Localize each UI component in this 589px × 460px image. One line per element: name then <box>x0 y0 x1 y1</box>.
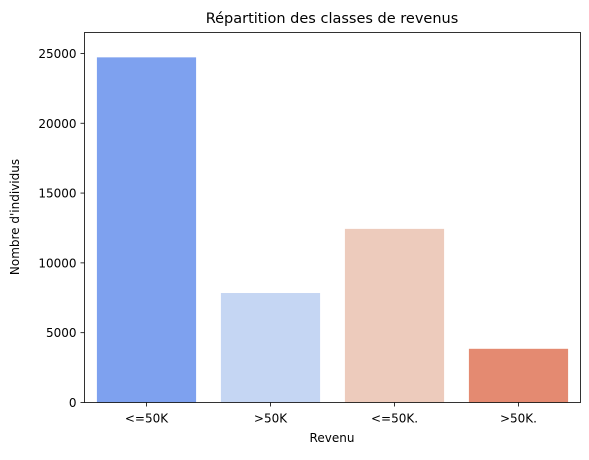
y-axis-label: Nombre d'individus <box>8 159 22 275</box>
y-tick-label: 15000 <box>38 187 76 201</box>
y-tick-label: 0 <box>69 396 77 410</box>
plot-frame <box>84 32 581 403</box>
y-tick-label: 25000 <box>38 47 76 61</box>
x-tick-label: >50K. <box>500 412 537 426</box>
y-tick-label: 20000 <box>38 117 76 131</box>
x-tick-label: <=50K <box>125 412 169 426</box>
y-tick-label: 5000 <box>46 326 77 340</box>
y-tick-label: 10000 <box>38 256 76 270</box>
chart-title: Répartition des classes de revenus <box>206 11 459 27</box>
bar-le50k <box>344 228 445 403</box>
x-tick-label: <=50K. <box>371 412 418 426</box>
bar-gt50k <box>468 348 569 403</box>
y-axis-ticks: 0 5000 10000 15000 20000 25000 <box>38 47 85 410</box>
bars-layer <box>96 57 569 403</box>
axes-layer <box>84 32 581 403</box>
x-tick-label: >50K <box>254 412 288 426</box>
bar-gt50k <box>220 293 321 403</box>
x-axis-ticks: <=50K >50K <=50K. >50K. <box>125 402 537 426</box>
x-axis-label: Revenu <box>310 431 355 445</box>
bar-le50k <box>96 57 197 403</box>
